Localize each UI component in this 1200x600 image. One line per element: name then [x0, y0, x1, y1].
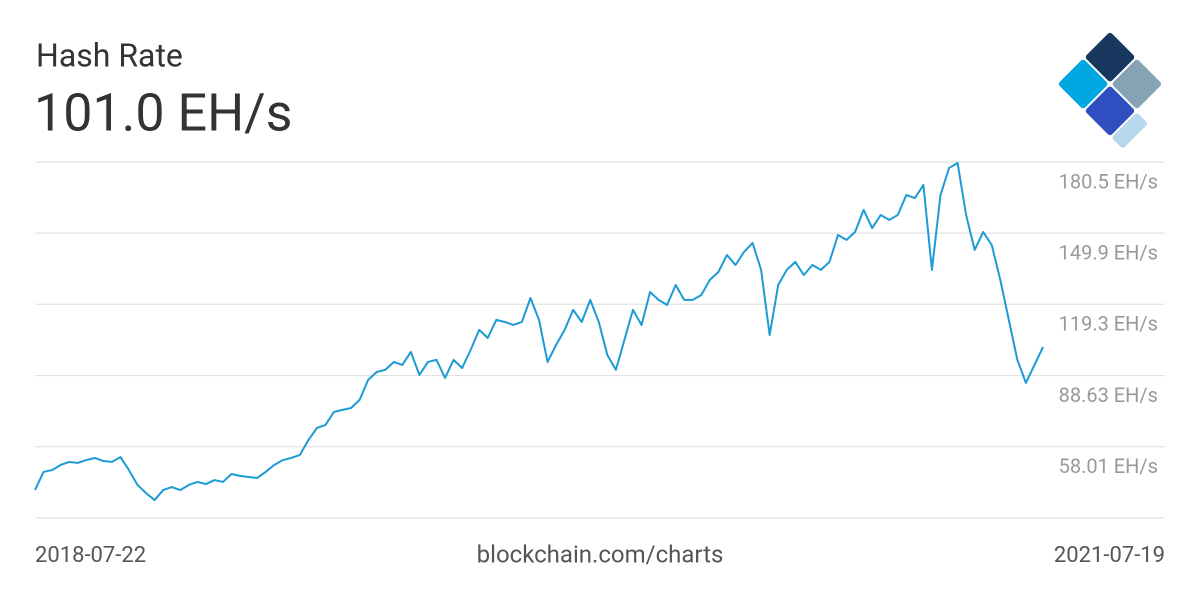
- footer: blockchain.com/charts: [477, 540, 724, 568]
- chart-subtitle: 101.0 EH/s: [34, 83, 292, 144]
- logo-piece: [1112, 113, 1147, 148]
- x-tick-label: 2021-07-19: [1054, 543, 1165, 568]
- logo-piece: [1112, 59, 1162, 109]
- y-tick-label: 119.3 EH/s: [1059, 312, 1158, 336]
- y-tick-label: 149.9 EH/s: [1059, 240, 1158, 264]
- y-tick-label: 88.63 EH/s: [1059, 383, 1158, 407]
- logo: [1058, 32, 1162, 148]
- data-line: [34, 161, 1044, 502]
- y-tick-label: 180.5 EH/s: [1059, 169, 1158, 193]
- x-tick-label: 2018-07-22: [35, 543, 146, 568]
- logo-piece: [1058, 59, 1108, 109]
- logo-piece: [1085, 32, 1135, 82]
- logo-piece: [1085, 86, 1135, 136]
- y-tick-label: 58.01 EH/s: [1059, 454, 1158, 478]
- chart-title: Hash Rate: [36, 36, 183, 74]
